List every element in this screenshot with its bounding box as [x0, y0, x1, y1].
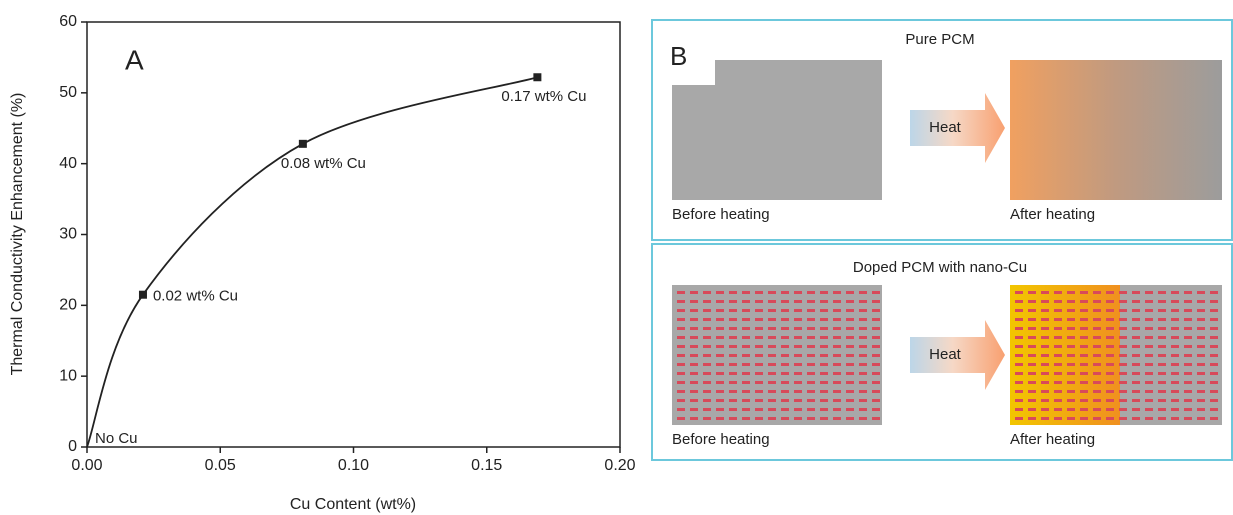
- panel-box: [651, 19, 1233, 241]
- point-label: 0.17 wt% Cu: [501, 88, 586, 105]
- x-tick-label: 0.15: [471, 457, 502, 474]
- plot-frame: [86, 21, 621, 448]
- arrow-label: Heat: [929, 346, 962, 363]
- point-label: No Cu: [95, 430, 138, 447]
- y-tick-label: 40: [59, 155, 77, 172]
- y-tick-label: 10: [59, 367, 77, 384]
- panel-label: B: [670, 41, 687, 71]
- pcm-block: [672, 60, 882, 200]
- x-tick-label: 0.20: [604, 457, 635, 474]
- heat-arrow: [910, 320, 1005, 390]
- marker: [298, 139, 307, 148]
- panel-box: [651, 243, 1233, 461]
- x-tick-label: 0.10: [338, 457, 369, 474]
- y-axis-title: Thermal Conductivity Enhancement (%): [9, 93, 26, 376]
- panel-label: A: [125, 44, 144, 75]
- marker: [138, 290, 147, 299]
- x-axis-title: Cu Content (wt%): [290, 496, 416, 513]
- caption: After heating: [1010, 206, 1095, 223]
- caption: Before heating: [672, 206, 770, 223]
- y-tick-label: 60: [59, 13, 77, 30]
- nano-cu-pattern: [672, 285, 882, 425]
- nano-cu-pattern: [1010, 285, 1222, 425]
- arrow-label: Heat: [929, 119, 962, 136]
- line: [86, 76, 538, 448]
- x-tick-label: 0.05: [205, 457, 236, 474]
- marker: [533, 73, 542, 82]
- point-label: 0.02 wt% Cu: [153, 288, 238, 305]
- y-tick-label: 20: [59, 297, 77, 314]
- point-label: 0.08 wt% Cu: [281, 155, 366, 172]
- x-tick-label: 0.00: [71, 457, 102, 474]
- box-title: Pure PCM: [905, 31, 974, 48]
- caption: After heating: [1010, 431, 1095, 448]
- heat-arrow: [910, 93, 1005, 163]
- pcm-block-heated: [1010, 60, 1222, 200]
- y-tick-label: 50: [59, 84, 77, 101]
- box-title: Doped PCM with nano-Cu: [853, 259, 1027, 276]
- y-tick-label: 0: [68, 438, 77, 455]
- caption: Before heating: [672, 431, 770, 448]
- y-tick-label: 30: [59, 226, 77, 243]
